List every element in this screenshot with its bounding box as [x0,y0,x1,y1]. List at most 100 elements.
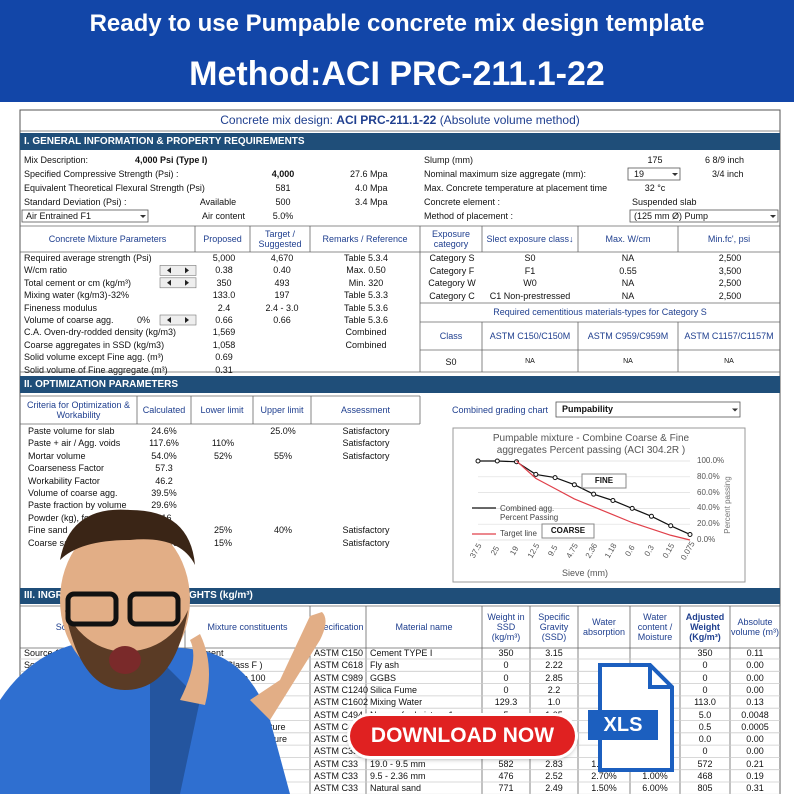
header-cell: ASTM C150/C150M [489,331,571,341]
dropdown-arrow [140,215,146,218]
cell-text: 581 [275,183,291,193]
header-cell: Proposed [203,234,242,244]
cell-text: -32% [108,290,130,301]
cell-text: 771 [498,783,514,794]
cell-text: 1,058 [212,339,236,350]
y-tick-label: 60.0% [697,487,720,497]
cell-text: 3/4 inch [712,169,744,179]
cell-text: 0.38 [215,265,233,276]
header-cell: ASTM C1157/C1157M [684,331,774,341]
cell-text: 0 [503,660,509,671]
cell-text: 0.00 [746,734,764,745]
header-cell: Class [439,331,463,341]
series-point [533,471,539,477]
cell-text: 52% [213,450,232,461]
cell-text: 15% [213,537,232,548]
cell-text: 2.2 [547,684,561,695]
cell-text: 1.00% [642,771,668,781]
cell-text: Paste + air / Agg. voids [28,438,121,449]
cell-text: 5 [503,709,509,720]
cell-text: Combined [345,339,387,350]
download-button[interactable]: DOWNLOAD NOW [350,716,575,756]
cell-text: 32 °c [644,183,666,193]
series-line [478,460,691,536]
cell-text: Source 1 [24,648,61,658]
cell-text: ASTM C618 [314,660,364,671]
cell-text: Max. 0.50 [346,265,386,276]
cell-text: 2.22 [545,660,563,671]
cell-text: 2,500 [718,290,742,301]
cell-text: Air Entrained F1 [26,211,92,221]
annotation: FINE [594,476,614,485]
cell-text: 0 [503,672,509,683]
cell-text: 2.4 - 3.0 [265,302,299,313]
section-bar [20,133,780,150]
cell-text: 2.83 [545,758,563,769]
cell-text: 0.00 [746,660,764,671]
series-point [648,513,654,519]
cell-text: Silica Fume [370,684,418,695]
dropdown-arrow [732,408,738,412]
cell-text: Coarse aggregate [192,758,265,769]
cell-text: 0.0005 [741,721,769,732]
cell-text: Workability Factor [28,475,100,486]
spinner [159,314,197,326]
cell-text: 24.6% [151,426,177,436]
cell-text: 0.19 [746,771,764,781]
cell-text: 19.0 - 9.5 mm [370,758,426,769]
cell-text: Fine aggregate [192,783,253,794]
cell-text: Min. 320 [348,277,384,288]
cell-text: 0.13 [746,697,764,708]
cell-text: S0 [524,253,536,263]
cell-text: ASTM C33 [314,783,359,794]
cell-text: (125 mm Ø) Pump [634,211,709,221]
cell-text: 0 [702,684,708,695]
cell-text: 350 [498,648,514,658]
cell-text: 9.5 - 2.36 mm [370,771,426,781]
series-point [629,505,635,511]
section-heading: III. INGREDIENTS AND BATCH WEIGHTS (kg/m… [24,590,253,601]
cell-text: Name of admixture 1 [370,709,454,720]
cell-text: Combined [345,327,387,338]
y-axis-label: Percent passing [723,476,732,533]
cell-text: 0.40 [273,265,291,276]
cell-text: ASTM C33 [314,771,359,781]
cell-text: 0.21 [746,758,764,769]
cell-text: Source 4 [24,684,61,695]
cell-text: C.A. Oven-dry-rodded density (kg/m3) [24,327,177,338]
cell-text: 46.2 [155,475,173,486]
cell-text: 0% [137,315,151,325]
y-tick-label: 0.0% [697,535,716,544]
cell-text: 19 [634,169,645,179]
cell-text: 0.69 [215,352,233,363]
chart-title: Pumpable mixture - Combine Coarse & Fine… [492,433,690,456]
cell-text: 0.31 [215,364,233,375]
cell-text: F1 [524,265,536,276]
cell-text: 39.5% [151,488,177,498]
cell-text: Satisfactory [342,426,390,436]
cell-text: 29.6% [151,500,177,511]
cell-text: Coarse sand [28,537,80,548]
header-cell: Criteria for Optimization & Workability [26,400,131,420]
cell-text: 25.0% [270,426,296,436]
cell-text: HRWR, PCE [192,709,244,720]
cell-text: 175 [647,155,663,165]
header-cell: Mixture constituents [207,622,288,632]
y-tick-label: 40.0% [697,503,720,513]
cell-text: 5,000 [212,253,236,263]
header-cell: Water absorption [582,617,626,637]
cell-text: 0 [702,660,708,671]
cell-text: Air entraining admixture [192,734,288,745]
cell-text: W/cm ratio [24,265,68,276]
cell-text: 1.50% [591,783,617,794]
section-heading: I. GENERAL INFORMATION & PROPERTY REQUIR… [24,135,305,147]
cell-text: Cement [192,648,224,658]
header-cell: Proportions [129,622,176,632]
cell-text: Mixing water (kg/m3) [24,290,108,301]
spinner [159,265,197,276]
banner-title: Ready to use Pumpable concrete mix desig… [89,10,705,37]
cell-text: NA [621,278,635,288]
cell-text: Satisfactory [342,438,390,449]
header-cell: Concrete Mixture Parameters [48,234,167,244]
